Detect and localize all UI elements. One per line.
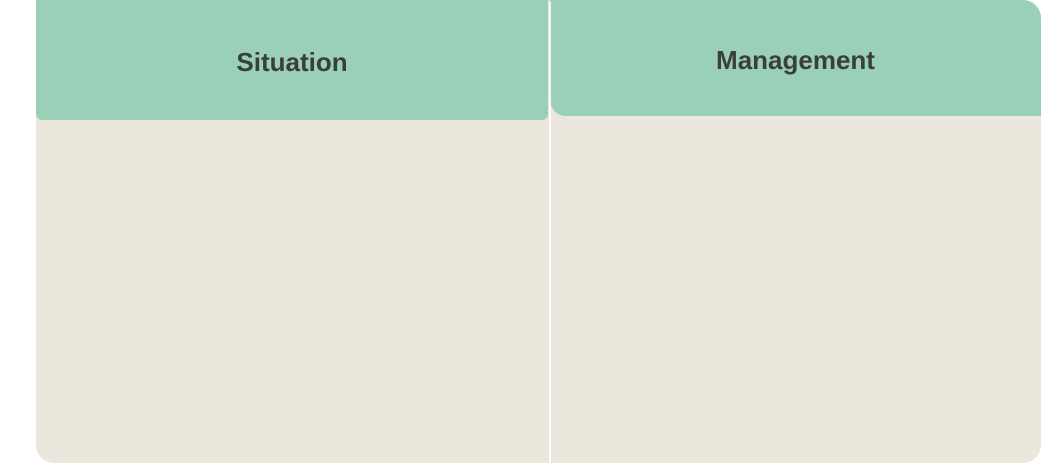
column-divider	[549, 2, 551, 463]
header-management: Management	[549, 0, 1041, 116]
situation-cell	[36, 121, 549, 463]
comparison-table: Situation Management	[36, 0, 1041, 463]
header-situation-label: Situation	[236, 46, 348, 77]
table-header-row: Situation Management	[36, 0, 1041, 120]
management-cell	[549, 121, 1039, 463]
table-body-row	[36, 121, 1041, 463]
header-situation: Situation	[36, 0, 548, 120]
header-management-label: Management	[716, 44, 875, 75]
